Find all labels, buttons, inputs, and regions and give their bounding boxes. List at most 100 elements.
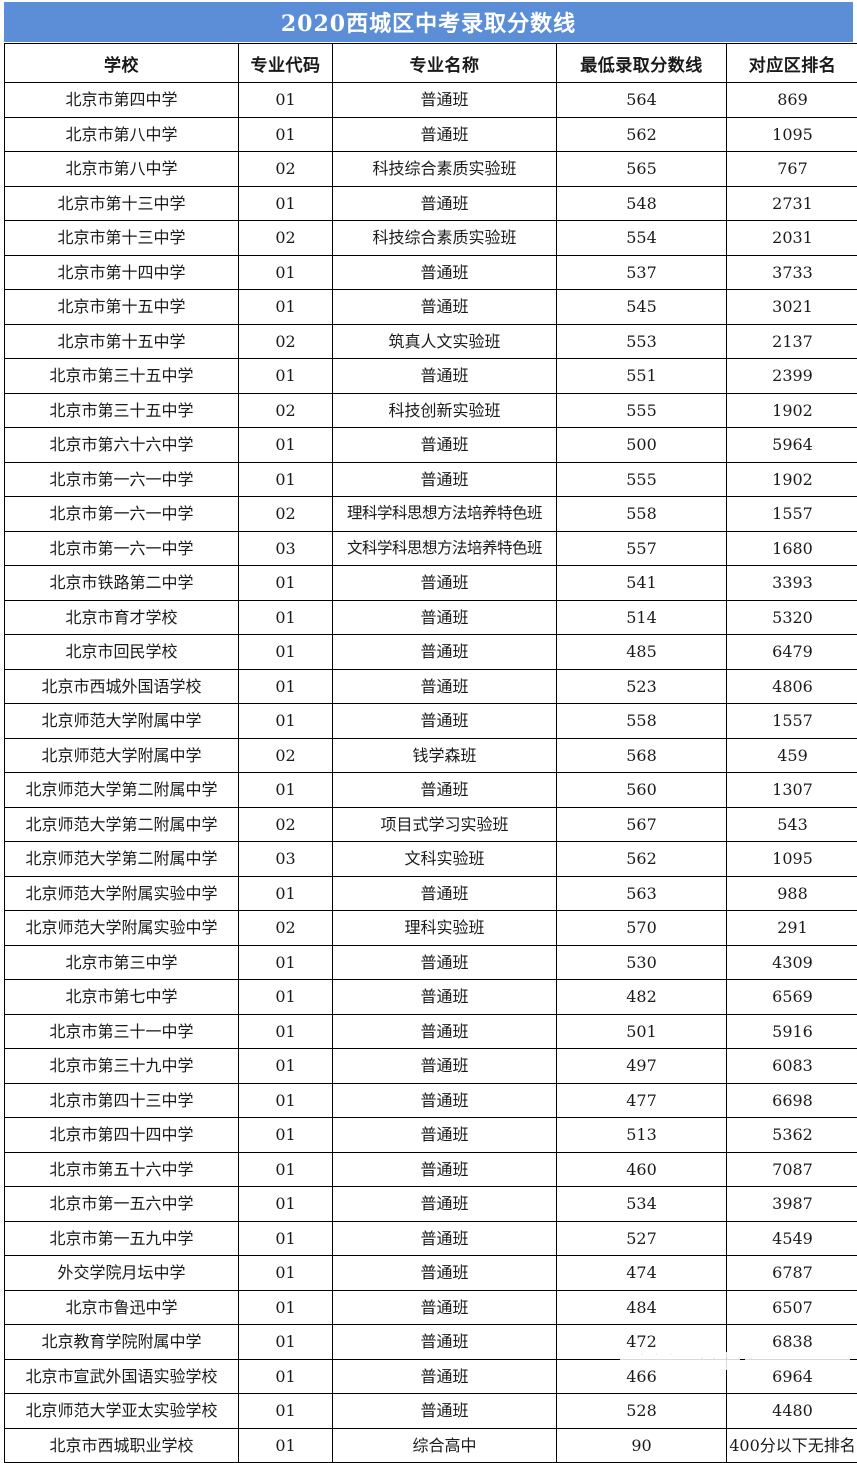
cell-rank: 1307	[727, 773, 857, 808]
column-header-min-score: 最低录取分数线	[557, 44, 727, 83]
cell-score: 528	[557, 1394, 727, 1429]
cell-text: 01	[239, 602, 332, 633]
cell-rank: 4806	[727, 669, 857, 704]
cell-text: 767	[727, 153, 857, 184]
cell-text: 03	[239, 843, 332, 874]
cell-major: 普通班	[333, 1118, 557, 1153]
cell-score: 513	[557, 1118, 727, 1153]
cell-text: 7087	[727, 1154, 857, 1185]
cell-rank: 6083	[727, 1049, 857, 1084]
cell-major: 理科学科思想方法培养特色班	[333, 497, 557, 532]
cell-score: 564	[557, 83, 727, 118]
cell-major: 普通班	[333, 117, 557, 152]
cell-text: 北京师范大学亚太实验学校	[5, 1395, 238, 1426]
cell-school: 北京师范大学附属实验中学	[5, 876, 239, 911]
cell-school: 北京师范大学第二附属中学	[5, 773, 239, 808]
cell-school: 北京师范大学附属中学	[5, 738, 239, 773]
cell-text: 01	[239, 291, 332, 322]
cell-major: 普通班	[333, 1187, 557, 1222]
cell-text: 562	[557, 119, 726, 150]
cell-text: 02	[239, 912, 332, 943]
cell-text: 2137	[727, 326, 857, 357]
cell-text: 6507	[727, 1292, 857, 1323]
cell-code: 01	[239, 359, 333, 394]
cell-school: 北京市第一六一中学	[5, 497, 239, 532]
cell-score: 477	[557, 1083, 727, 1118]
cell-text: 541	[557, 567, 726, 598]
cell-code: 01	[239, 1152, 333, 1187]
cell-major: 普通班	[333, 186, 557, 221]
cell-code: 01	[239, 773, 333, 808]
cell-code: 01	[239, 255, 333, 290]
cell-text: 01	[239, 671, 332, 702]
cell-text: 01	[239, 119, 332, 150]
cell-code: 02	[239, 393, 333, 428]
cell-code: 01	[239, 635, 333, 670]
cell-text: 北京市第八中学	[5, 119, 238, 150]
cell-text: 560	[557, 774, 726, 805]
cell-text: 文科实验班	[333, 843, 556, 874]
cell-score: 90	[557, 1428, 727, 1463]
cell-code: 02	[239, 497, 333, 532]
cell-major: 普通班	[333, 1014, 557, 1049]
cell-code: 01	[239, 428, 333, 463]
cell-score: 548	[557, 186, 727, 221]
cell-text: 90	[557, 1430, 726, 1461]
cell-major: 普通班	[333, 428, 557, 463]
cell-text: 3393	[727, 567, 857, 598]
cell-score: 537	[557, 255, 727, 290]
cell-text: 01	[239, 981, 332, 1012]
cell-text: 1902	[727, 395, 857, 426]
cell-score: 497	[557, 1049, 727, 1084]
cell-text: 北京市育才学校	[5, 602, 238, 633]
cell-score: 568	[557, 738, 727, 773]
cell-rank: 6569	[727, 980, 857, 1015]
cell-text: 普通班	[333, 636, 556, 667]
cell-major: 普通班	[333, 1221, 557, 1256]
cell-text: 北京师范大学附属中学	[5, 740, 238, 771]
cell-code: 01	[239, 704, 333, 739]
cell-code: 01	[239, 669, 333, 704]
cell-rank: 2731	[727, 186, 857, 221]
cell-score: 558	[557, 497, 727, 532]
cell-school: 北京市第四中学	[5, 83, 239, 118]
cell-text: 6838	[727, 1326, 857, 1357]
cell-code: 01	[239, 1394, 333, 1429]
cell-text: 01	[239, 567, 332, 598]
cell-text: 570	[557, 912, 726, 943]
cell-text: 530	[557, 947, 726, 978]
cell-text: 4806	[727, 671, 857, 702]
cell-major: 筑真人文实验班	[333, 324, 557, 359]
page-title-banner: 2020西城区中考录取分数线	[4, 2, 853, 42]
cell-text: 4549	[727, 1223, 857, 1254]
cell-school: 北京市第八中学	[5, 117, 239, 152]
cell-score: 460	[557, 1152, 727, 1187]
cell-score: 527	[557, 1221, 727, 1256]
cell-text: 484	[557, 1292, 726, 1323]
cell-text: 北京市第三十一中学	[5, 1016, 238, 1047]
cell-score: 541	[557, 566, 727, 601]
cell-text: 5964	[727, 429, 857, 460]
cell-code: 01	[239, 1428, 333, 1463]
cell-text: 项目式学习实验班	[333, 809, 556, 840]
cell-rank: 2031	[727, 221, 857, 256]
cell-major: 综合高中	[333, 1428, 557, 1463]
cell-major: 普通班	[333, 462, 557, 497]
cell-text: 558	[557, 705, 726, 736]
cell-text: 2031	[727, 222, 857, 253]
cell-code: 01	[239, 1083, 333, 1118]
cell-score: 485	[557, 635, 727, 670]
cell-text: 北京市第十五中学	[5, 326, 238, 357]
cell-text: 01	[239, 1154, 332, 1185]
cell-text: 534	[557, 1188, 726, 1219]
